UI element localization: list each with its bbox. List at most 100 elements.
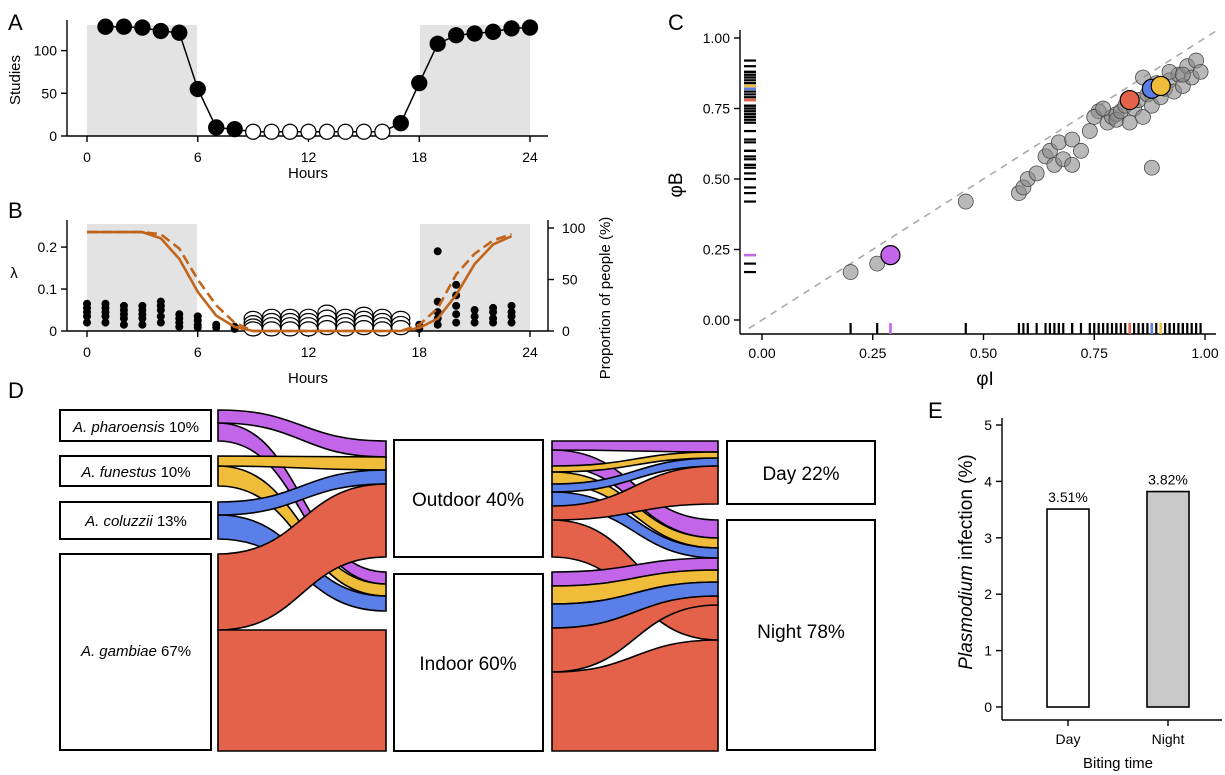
- panel-a: 0 50 100 0 6 12 18 24 Hours Studies: [7, 18, 548, 182]
- box-day: [726, 440, 876, 505]
- e-y-tick-label: 2: [984, 586, 992, 602]
- c-y-tick-label: 0.50: [703, 171, 730, 187]
- b-x-ticks: 0 6 12 18 24: [83, 331, 538, 360]
- c-x-label-text: φI: [976, 369, 994, 390]
- c-x-tick-label: 1.00: [1191, 345, 1218, 361]
- a-x-label: Hours: [288, 165, 328, 182]
- a-point-night: [263, 123, 280, 140]
- flow-gambiae-indoor: [217, 629, 387, 752]
- a-point-night: [300, 123, 317, 140]
- b-x-tick-label: 24: [522, 344, 538, 360]
- a-series: [97, 18, 539, 140]
- c-point: [1174, 66, 1191, 83]
- a-y-label: Studies: [7, 55, 24, 105]
- a-x-ticks: 0 6 12 18 24: [83, 136, 538, 165]
- b-y2-label: Proportion of people (%): [597, 217, 614, 380]
- label-indoor-name: Indoor: [419, 654, 474, 675]
- a-point-night: [281, 123, 299, 140]
- c-point: [1135, 109, 1151, 125]
- a-y-tick-label: 0: [49, 128, 57, 144]
- b-x-tick-label: 18: [411, 344, 427, 360]
- e-y-label: Plasmodium infection (%): [956, 454, 977, 669]
- b-point-day: [83, 312, 91, 321]
- d-flows: [217, 409, 719, 752]
- c-y-tick-label: 0.75: [703, 101, 730, 117]
- a-point-day: [171, 24, 188, 41]
- panel-e: 0 1 2 3 4 5 3.51% Day 3.82% Night Biting time Pl…: [956, 417, 1222, 772]
- c-x-label: φI: [976, 369, 994, 390]
- e-y-tick-label: 1: [984, 643, 992, 659]
- b-point-day: [119, 314, 128, 323]
- c-point: [1073, 142, 1089, 159]
- b-y2-tick-label: 0: [562, 323, 570, 339]
- c-point: [1050, 134, 1067, 151]
- c-points: [842, 52, 1209, 280]
- c-y-label-text: φB: [666, 173, 687, 198]
- c-y-tick-label: 0.25: [703, 242, 730, 258]
- b-point-day: [452, 310, 461, 319]
- b-point-day: [489, 318, 498, 327]
- flow-funestus-outdoor: [217, 455, 387, 471]
- a-point-night: [355, 123, 373, 140]
- b-point-day: [470, 318, 479, 327]
- c-rug-marks: [744, 59, 1202, 334]
- label-night: Night 78%: [757, 622, 845, 643]
- label-pharoensis: A. pharoensis 10%: [72, 419, 199, 436]
- a-y-ticks: 0 50 100: [34, 43, 67, 144]
- c-point-pharoensis: [880, 245, 901, 266]
- panel-c: 0.00 0.25 0.50 0.75 1.00 0.00 0.25 0.50 0.75 1.0…: [666, 28, 1219, 390]
- b-point-day: [433, 247, 442, 256]
- b-point-day: [83, 318, 91, 327]
- e-x-tick-label: Night: [1152, 731, 1185, 747]
- panel-label-e: E: [928, 398, 943, 423]
- box-night: [726, 519, 876, 751]
- label-outdoor-name: Outdoor: [412, 490, 481, 511]
- c-y-label: φB: [666, 173, 687, 198]
- b-point-day: [470, 312, 479, 321]
- b-point-day: [212, 323, 221, 332]
- panel-label-c: C: [668, 10, 684, 35]
- label-gambiae-name: A. gambiae: [80, 643, 157, 660]
- panel-label-a: A: [8, 10, 23, 35]
- a-point-day: [115, 18, 133, 35]
- a-point-day: [152, 22, 169, 40]
- b-point-day: [433, 320, 442, 329]
- panel-d: A. pharoensis 10% A. funestus 10% A. col…: [59, 409, 876, 752]
- label-funestus: A. funestus 10%: [80, 464, 190, 481]
- e-y-tick-label: 5: [984, 417, 992, 433]
- e-x-tick-label: Day: [1056, 731, 1081, 747]
- b-point-day: [156, 306, 165, 315]
- b-point-day: [507, 301, 516, 310]
- flow-out-gam-day: [551, 465, 719, 521]
- label-night-pct: 78%: [807, 622, 845, 643]
- c-x-tick-label: 0.75: [1081, 345, 1108, 361]
- a-point-night: [318, 123, 336, 140]
- c-point: [957, 193, 974, 210]
- b-y-ticks: 0 0.1 0.2: [38, 239, 67, 339]
- b-point-day: [101, 318, 110, 327]
- b-y2-tick-label: 100: [562, 220, 586, 236]
- label-night-name: Night: [757, 622, 802, 643]
- a-x-tick-label: 12: [301, 149, 317, 165]
- b-point-day: [452, 318, 461, 327]
- e-y-label-italic: Plasmodium: [956, 565, 977, 670]
- b-point-day: [452, 280, 461, 289]
- a-point-day: [411, 74, 428, 92]
- b-line-solid: [87, 230, 513, 333]
- b-y-tick-label: 0.1: [38, 281, 58, 297]
- a-y-tick-label: 100: [34, 43, 58, 59]
- b-line-dashed: [87, 230, 512, 333]
- label-gambiae-pct: 67%: [161, 643, 191, 660]
- a-point-day: [429, 35, 446, 52]
- b-point-day: [507, 318, 516, 327]
- c-point: [1192, 63, 1209, 80]
- flow-in-gam-day: [551, 595, 719, 673]
- label-funestus-pct: 10%: [161, 464, 191, 481]
- c-point: [1095, 100, 1112, 117]
- e-y-tick-label: 4: [984, 473, 992, 489]
- label-day-pct: 22%: [802, 464, 840, 485]
- a-point-day: [97, 18, 114, 35]
- e-bar-day: [1046, 508, 1090, 708]
- b-point-night: [261, 321, 282, 337]
- b-lines: [87, 230, 513, 333]
